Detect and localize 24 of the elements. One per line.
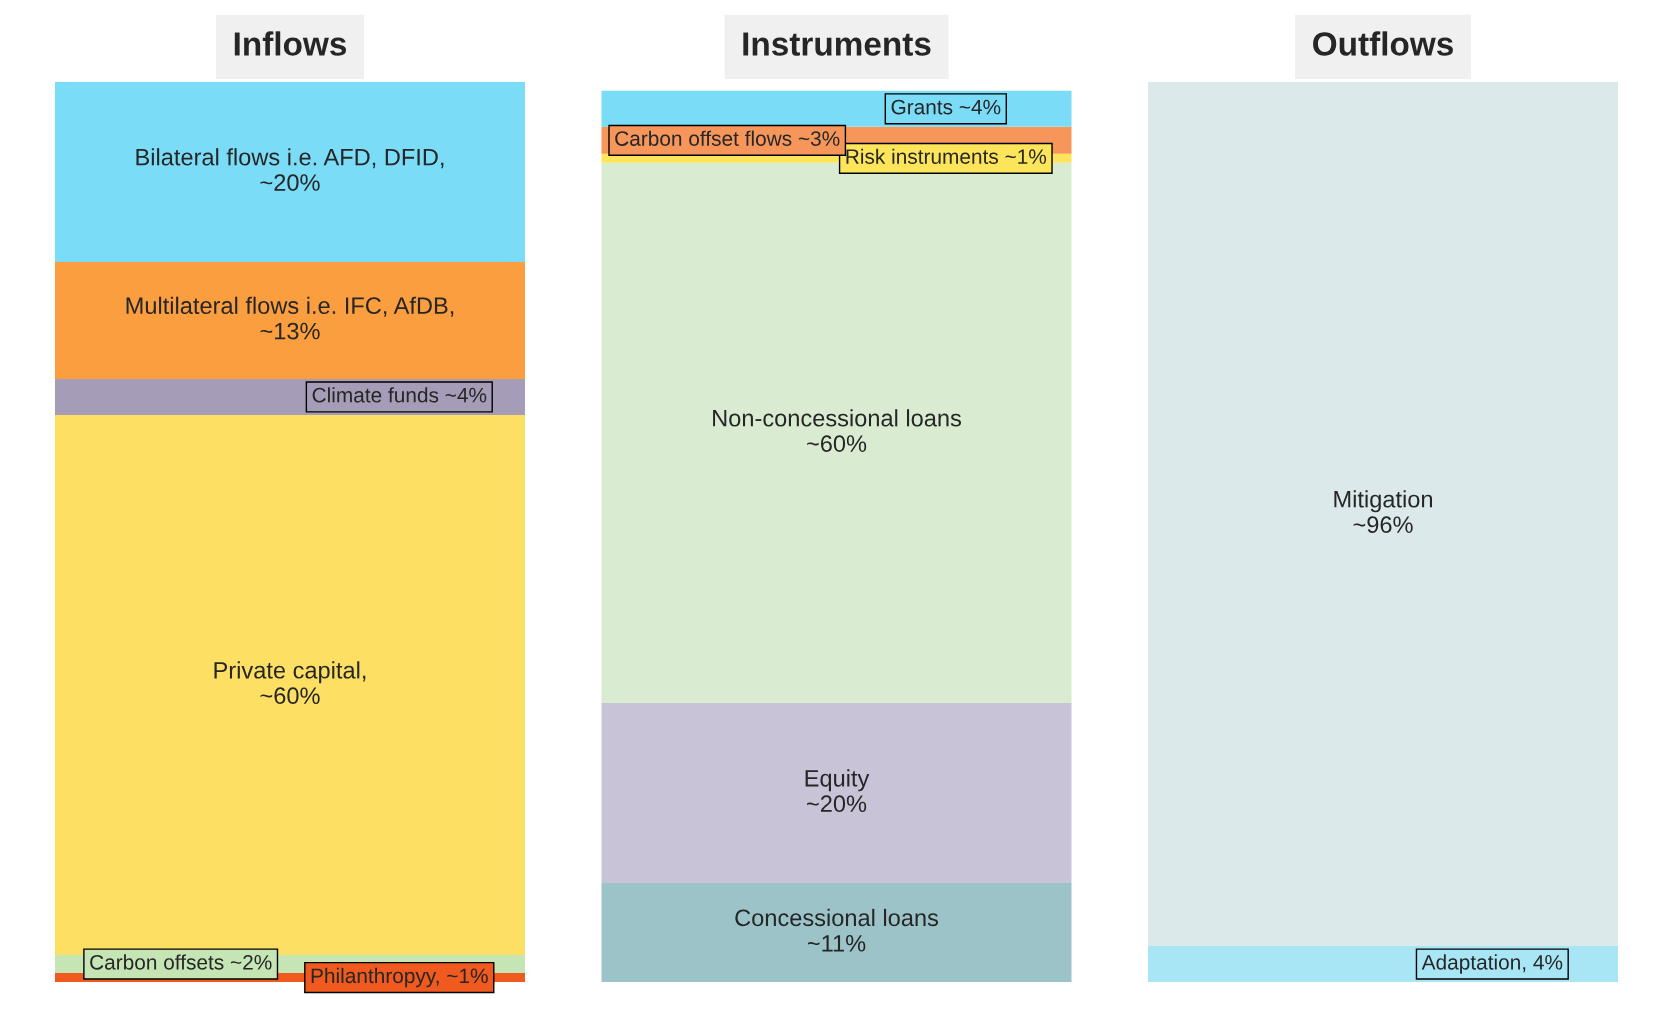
- series-label: Equity: [805, 769, 870, 792]
- x-tick-label: Instruments: [743, 32, 931, 56]
- series-label: Private capital,: [214, 661, 366, 684]
- series-label: Non-concessional loans: [713, 409, 961, 427]
- text: Grants ~4%: [891, 99, 1001, 115]
- data-label: ~20%: [260, 174, 320, 191]
- data-label: ~60%: [807, 435, 867, 452]
- x-tick-label: Outflows: [1313, 31, 1453, 56]
- series-label: Concessional loans: [735, 908, 939, 927]
- text: Adaptation, 4%: [1421, 954, 1563, 974]
- series-label: Bilateral flows i.e. AFD, DFID,: [136, 148, 444, 169]
- data-label: ~96%: [1353, 516, 1413, 534]
- text: Risk instruments ~1%: [846, 148, 1047, 164]
- series-label: Mitigation: [1334, 490, 1433, 513]
- data-label: ~11%: [807, 935, 866, 952]
- text: Philanthropyy, ~1%: [311, 967, 488, 988]
- text: Climate funds ~4%: [312, 387, 487, 403]
- series-label: Multilateral flows i.e. IFC, AfDB,: [126, 296, 454, 317]
- text: Carbon offset flows ~3%: [615, 130, 840, 146]
- data-label: ~20%: [807, 795, 867, 813]
- data-label: ~13%: [260, 322, 320, 340]
- data-label: ~60%: [260, 687, 320, 705]
- text: Carbon offsets ~2%: [90, 954, 272, 970]
- x-tick-label: Inflows: [234, 31, 347, 56]
